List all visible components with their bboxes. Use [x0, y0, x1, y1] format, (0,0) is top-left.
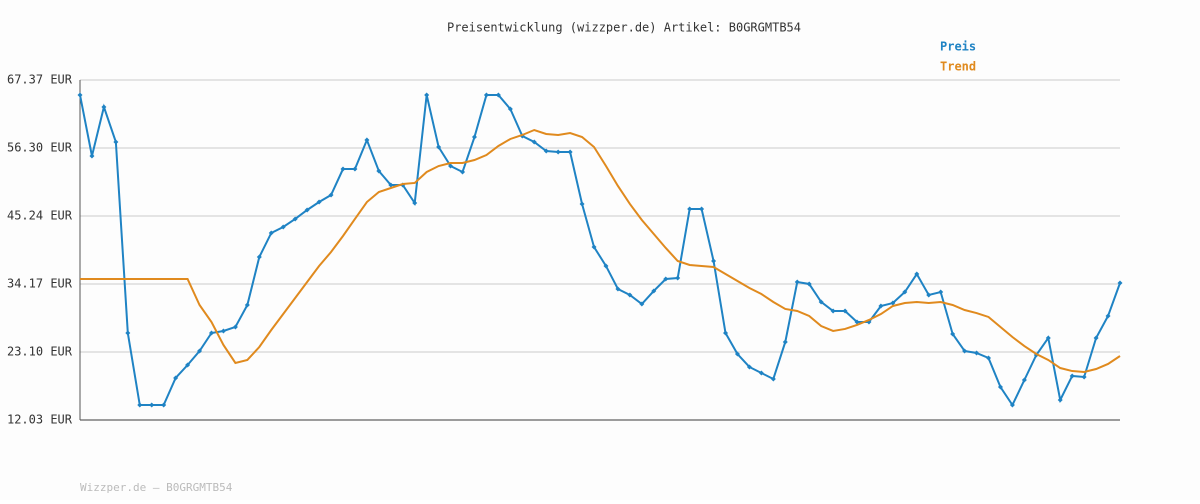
point [364, 137, 370, 143]
legend-label: Preis [940, 40, 976, 54]
point [974, 350, 980, 356]
y-tick-label: 34.17 EUR [7, 276, 73, 290]
point [555, 149, 561, 155]
point [603, 263, 609, 269]
y-tick-label: 23.10 EUR [7, 344, 73, 358]
point [1069, 373, 1075, 379]
point [830, 308, 836, 314]
point [711, 258, 717, 264]
point [460, 169, 466, 175]
point [890, 300, 896, 306]
line-0 [79, 93, 1121, 408]
point [1057, 397, 1063, 403]
point [1117, 280, 1123, 286]
y-tick-label: 56.30 EUR [7, 141, 73, 155]
point [1081, 374, 1087, 380]
point [699, 206, 705, 212]
point [197, 348, 203, 354]
point [758, 370, 764, 376]
point [507, 106, 513, 112]
point [388, 182, 394, 188]
point [436, 144, 442, 150]
point [495, 92, 501, 98]
point [292, 216, 298, 222]
y-tick-label: 12.03 EUR [7, 413, 73, 427]
point [997, 384, 1003, 390]
point [567, 149, 573, 155]
point [89, 153, 95, 159]
point [448, 163, 454, 169]
point [806, 281, 812, 287]
point [113, 139, 119, 145]
point [185, 362, 191, 368]
point [962, 348, 968, 354]
point [842, 308, 848, 314]
point [651, 288, 657, 294]
point [543, 148, 549, 154]
point [818, 299, 824, 305]
point [1021, 377, 1027, 383]
point [424, 92, 430, 98]
point [926, 292, 932, 298]
point [280, 224, 286, 230]
point [782, 339, 788, 345]
point [208, 330, 214, 336]
point [316, 199, 322, 205]
point [734, 351, 740, 357]
point [137, 402, 143, 408]
point [268, 230, 274, 236]
point [1009, 402, 1015, 408]
point [77, 92, 83, 98]
point [256, 254, 262, 260]
point [986, 355, 992, 361]
point [794, 279, 800, 285]
line-1 [80, 128, 1121, 374]
point [938, 289, 944, 295]
point [663, 276, 669, 282]
point [304, 207, 310, 213]
point [902, 289, 908, 295]
point [615, 286, 621, 292]
point [579, 201, 585, 207]
point [352, 166, 358, 172]
point [340, 166, 346, 172]
point [471, 134, 477, 140]
point [328, 192, 334, 198]
point [161, 402, 167, 408]
chart-title: Preisentwicklung (wizzper.de) Artikel: B… [447, 21, 801, 35]
point [770, 376, 776, 382]
point [125, 330, 131, 336]
point [1045, 335, 1051, 341]
point [627, 292, 633, 298]
point [220, 328, 226, 334]
point [244, 302, 250, 308]
point [376, 168, 382, 174]
point [675, 275, 681, 281]
point [746, 364, 752, 370]
point [531, 139, 537, 145]
point [854, 319, 860, 325]
point [483, 92, 489, 98]
point [1093, 335, 1099, 341]
point [723, 330, 729, 336]
y-tick-label: 45.24 EUR [7, 208, 73, 222]
point [101, 104, 107, 110]
point [950, 331, 956, 337]
point [173, 375, 179, 381]
point [639, 301, 645, 307]
point [232, 324, 238, 330]
point [149, 402, 155, 408]
point [687, 206, 693, 212]
legend-label: Trend [940, 60, 976, 74]
point [412, 200, 418, 206]
footer: Wizzper.de – B0GRGMTB54 [80, 481, 233, 494]
point [591, 244, 597, 250]
y-tick-label: 67.37 EUR [7, 73, 73, 87]
point [1105, 313, 1111, 319]
point [914, 271, 920, 277]
point [878, 303, 884, 309]
